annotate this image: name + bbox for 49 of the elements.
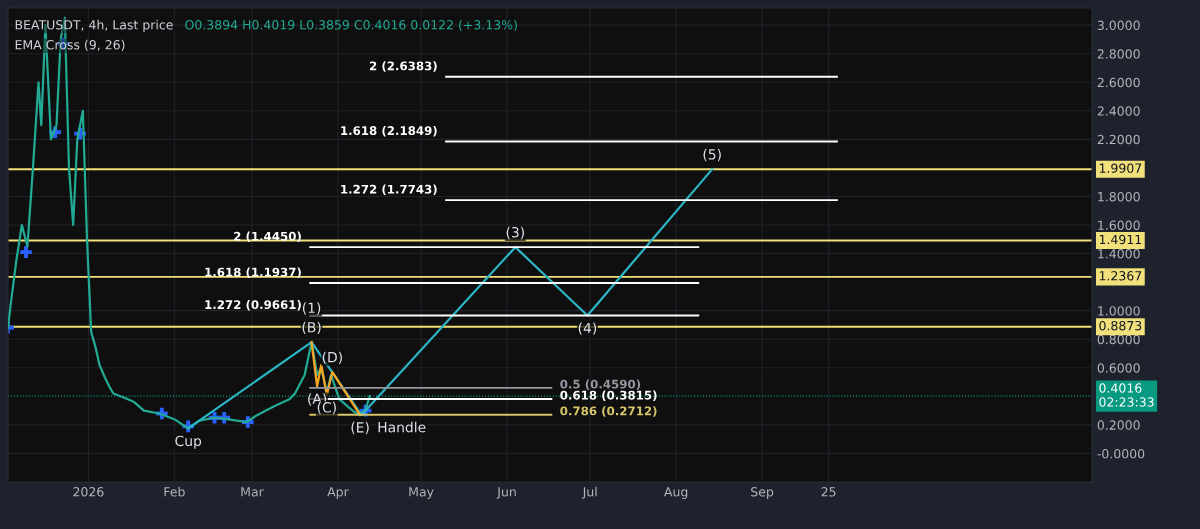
text: O0.3894 H0.4019 L0.3859 C0.4016 0.0122 (+3.13%) <box>185 19 517 31</box>
series-label: 0.5 (0.4590) <box>560 379 641 390</box>
series-label: 0.618 (0.3815) <box>560 390 657 402</box>
y-tick-label: 2.2000 <box>1097 134 1140 145</box>
y-tick-label: 1.6000 <box>1098 220 1140 230</box>
y-tick-label: 0.2000 <box>1097 420 1140 430</box>
x-tick-label: Aug <box>664 487 688 499</box>
x-tick-label: May <box>409 487 434 499</box>
series-label: 1.272 (0.9661) <box>205 299 301 311</box>
series-label: 1.618 (2.1849) <box>341 125 437 137</box>
y-tick-label: -0.0000 <box>1097 448 1145 459</box>
point <box>20 246 32 258</box>
annotation: (3) <box>506 226 524 240</box>
ref-line-label: 0.8873 <box>1099 320 1142 331</box>
annotation: (B) <box>302 321 321 335</box>
y-tick-label: 2.6000 <box>1097 77 1140 88</box>
y-tick-label: 1.0000 <box>1098 306 1140 316</box>
y-tick-label: 2.8000 <box>1097 49 1140 59</box>
x-tick-label: Jun <box>496 487 516 499</box>
ref-line-label: 1.4911 <box>1099 234 1142 245</box>
x-tick-label: Feb <box>164 486 185 497</box>
x-tick-label: Mar <box>241 487 264 497</box>
series-label: 1.618 (1.1937) <box>205 267 301 278</box>
y-tick-label: 2.4000 <box>1097 106 1140 116</box>
annotation: Cup <box>175 435 202 449</box>
annotation: (E) <box>351 421 369 435</box>
annotation: Handle <box>378 421 426 433</box>
series-label: 1.272 (1.7743) <box>341 184 437 196</box>
annotation: (D) <box>322 351 342 365</box>
x-tick-label: Apr <box>327 487 349 499</box>
y-tick-label: 1.8000 <box>1098 191 1140 202</box>
series-label: 2 (2.6383) <box>369 61 437 72</box>
y-tick-label: 0.6000 <box>1097 363 1140 373</box>
annotation: (4) <box>578 322 597 335</box>
x-tick-label: Sep <box>751 487 774 499</box>
ref-line-label: 1.2367 <box>1099 271 1142 281</box>
y-tick-label: 3.0000 <box>1097 20 1140 31</box>
text: BEATUSDT, 4h, Last price <box>15 19 173 32</box>
x-tick-label: Jul <box>582 486 597 499</box>
x-tick-label: 2026 <box>73 487 104 497</box>
ref-line-label: 0.4016 02:23:33 <box>1099 383 1154 407</box>
y-tick-label: 1.4000 <box>1098 249 1140 259</box>
annotation: (1) <box>302 302 321 315</box>
series-label: 0.786 (0.2712) <box>560 406 657 417</box>
annotation: (5) <box>703 148 721 162</box>
ref-line-label: 1.9907 <box>1099 163 1142 173</box>
series-label: 2 (1.4450) <box>234 231 301 243</box>
y-tick-label: 0.8000 <box>1097 334 1140 345</box>
x-tick-label: 25 <box>821 487 836 497</box>
